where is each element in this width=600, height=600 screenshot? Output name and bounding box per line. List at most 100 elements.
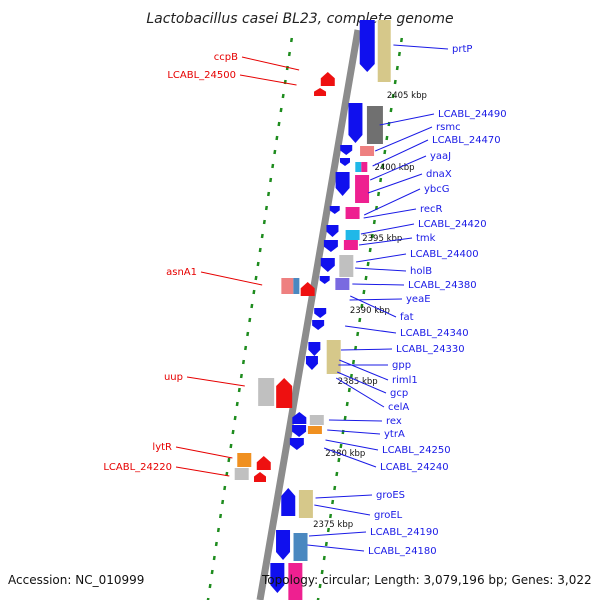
track-tick <box>235 401 239 407</box>
track-tick <box>379 177 383 183</box>
track-tick <box>218 513 223 519</box>
gene-yeaE <box>335 278 350 290</box>
track-tick <box>358 317 362 323</box>
track-tick <box>216 527 220 533</box>
track-tick <box>254 275 258 281</box>
gene-label-right: LCABL_24240 <box>380 462 449 473</box>
track-tick <box>289 37 294 43</box>
track-tick <box>356 331 360 337</box>
track-tick <box>229 443 233 449</box>
track-tick <box>364 275 368 281</box>
gene-LCABL_24220-2 <box>254 472 267 482</box>
track-tick <box>258 247 262 253</box>
gene-lytR-2 <box>234 468 249 480</box>
gene-blue-arrow <box>314 308 327 318</box>
leader-line <box>350 295 397 318</box>
gene-blue-arrow <box>340 145 353 155</box>
track-tick <box>341 429 345 435</box>
gene-label-right: ybcG <box>424 184 450 195</box>
track-tick <box>349 373 353 379</box>
accession-text: Accession: NC_010999 <box>8 573 145 587</box>
gene-tmk <box>345 230 360 240</box>
track-tick <box>256 261 260 267</box>
track-tick <box>275 135 279 141</box>
track-tick <box>393 79 397 85</box>
track-tick <box>271 163 275 169</box>
track-tick <box>231 429 235 435</box>
leader-line <box>372 139 429 167</box>
track-tick <box>347 387 351 393</box>
gene-yaaJ-2 <box>361 162 368 172</box>
gene-gpp <box>326 340 341 374</box>
leader-line <box>363 208 417 219</box>
gene-label-right: LCABL_24190 <box>370 527 439 538</box>
topology-text: Topology: circular; Length: 3,079,196 bp… <box>262 573 592 587</box>
gene-label-left: lytR <box>152 442 172 453</box>
track-tick <box>360 303 364 309</box>
leader-line <box>375 126 433 152</box>
track-tick <box>237 387 241 393</box>
gene-label-right: rsmc <box>436 122 461 133</box>
genome-backbone <box>256 29 362 600</box>
leader-line <box>360 223 415 235</box>
gene-label-right: celA <box>388 402 409 413</box>
gene-uup <box>258 378 275 406</box>
leader-line <box>363 188 421 216</box>
gene-label-left: LCABL_24220 <box>103 462 172 473</box>
gene-label-right: recR <box>420 204 443 215</box>
gene-label-left: LCABL_24500 <box>167 70 236 81</box>
gene-label-right: prtP <box>452 44 472 55</box>
gene-label-right: riml1 <box>392 375 418 386</box>
gene-label-right: holB <box>410 266 432 277</box>
gene-label-right: rex <box>386 416 402 427</box>
gene-label-right: gcp <box>390 388 408 399</box>
leader-line <box>337 371 387 394</box>
track-tick <box>399 37 404 43</box>
gene-yaaJ <box>355 162 362 172</box>
gene-label-right: dnaX <box>426 169 452 180</box>
gene-dnaX <box>335 172 350 196</box>
track-tick <box>397 51 401 57</box>
track-tick <box>320 569 324 575</box>
gene-blue-arrow <box>292 425 307 437</box>
track-tick <box>264 205 268 211</box>
gene-label-right: ytrA <box>384 429 405 440</box>
track-tick <box>223 485 227 491</box>
track-tick <box>212 555 216 561</box>
track-tick <box>208 583 212 589</box>
gene-label-right: LCABL_24490 <box>438 109 507 120</box>
gene-blue-arrow <box>348 103 363 143</box>
gene-label-right: LCABL_24330 <box>396 344 465 355</box>
track-tick <box>337 457 341 463</box>
track-tick <box>269 177 273 183</box>
track-tick <box>241 359 246 365</box>
leader-line <box>323 447 377 468</box>
gene-blue-arrow <box>289 438 304 450</box>
leader-line <box>314 504 371 516</box>
leader-line <box>327 429 381 435</box>
gene-LCABL_24220 <box>256 456 271 470</box>
gene-label-right: LCABL_24380 <box>408 280 477 291</box>
track-tick <box>366 261 370 267</box>
gene-groES <box>281 488 296 516</box>
track-tick <box>339 443 343 449</box>
leader-line <box>358 237 413 246</box>
track-tick <box>250 303 254 309</box>
track-tick <box>389 107 393 113</box>
gene-blue-arrow <box>323 240 338 252</box>
gene-label-right: tmk <box>416 233 436 244</box>
track-tick <box>370 233 374 239</box>
track-tick <box>281 93 285 99</box>
gene-ytrA-2 <box>307 426 322 434</box>
gene-label-right: LCABL_24470 <box>432 135 501 146</box>
map-title: Lactobacillus casei BL23, complete genom… <box>146 11 453 27</box>
gene-prtP <box>377 20 391 82</box>
leader-line <box>307 544 365 552</box>
gene-label-right: gpp <box>392 360 411 371</box>
track-tick <box>316 597 320 600</box>
kbp-label: 2390 kbp <box>350 306 390 316</box>
leader-line <box>175 446 233 459</box>
kbp-markers: 2405 kbp 2400 kbp 2395 kbp 2390 kbp 2385 kbp… <box>313 91 427 530</box>
gene-blue-arrow <box>326 225 339 237</box>
gene-label-right: yeaE <box>406 294 431 305</box>
